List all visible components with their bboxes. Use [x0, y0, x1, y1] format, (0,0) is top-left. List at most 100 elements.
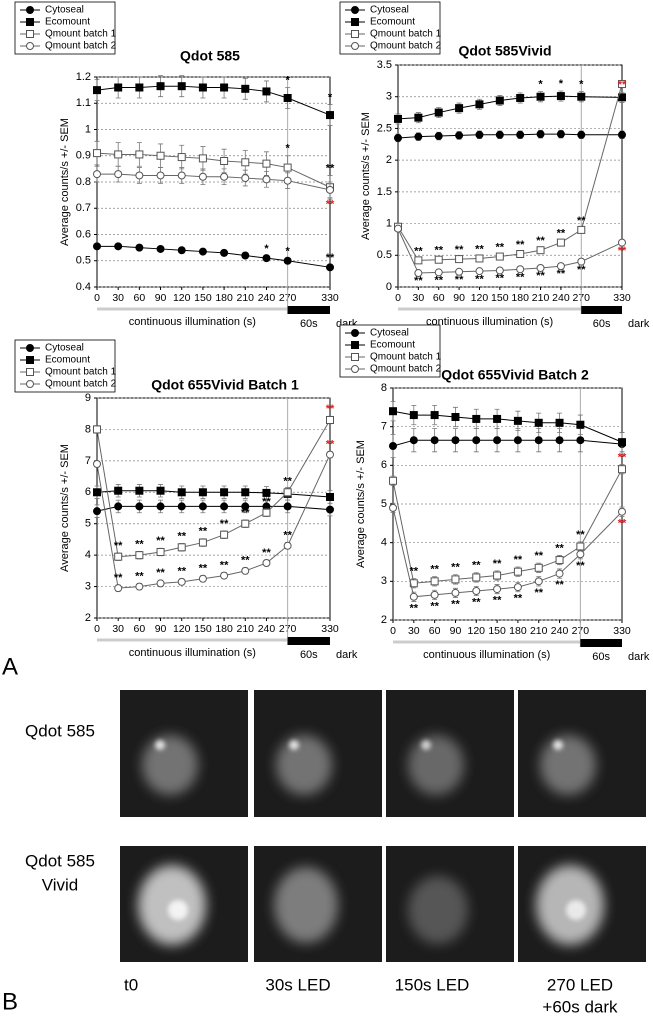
x-tick-label: 120 — [471, 292, 489, 304]
marker — [114, 502, 123, 511]
significance-label: * — [285, 246, 290, 258]
marker — [283, 541, 292, 550]
significance-label: ** — [496, 273, 505, 285]
marker — [198, 502, 207, 511]
marker — [93, 507, 101, 516]
marker — [93, 242, 101, 251]
marker — [156, 502, 165, 511]
x-tick-label: 180 — [509, 625, 527, 637]
marker — [283, 488, 292, 497]
legend-label: Qmount batch 1 — [370, 29, 442, 40]
y-tick-label: 1.5 — [377, 186, 392, 198]
significance-label: ** — [618, 517, 627, 529]
y-tick-label: 4 — [85, 549, 91, 561]
marker — [220, 172, 229, 181]
marker — [534, 563, 543, 572]
marker — [495, 252, 504, 261]
x-tick-label: 90 — [450, 625, 462, 637]
significance-label: ** — [114, 572, 123, 584]
marker — [220, 571, 229, 580]
legend-marker — [26, 368, 34, 376]
marker — [493, 436, 502, 445]
column-label: 270 LED — [547, 975, 613, 994]
legend-marker — [26, 42, 34, 50]
x-tick-label: 240 — [258, 623, 276, 635]
marker — [262, 508, 271, 517]
marker — [455, 255, 464, 264]
marker — [451, 436, 460, 445]
marker — [262, 254, 271, 263]
marker — [326, 450, 334, 459]
marker — [241, 566, 250, 575]
significance-label: ** — [241, 555, 250, 567]
significance-label: ** — [451, 598, 460, 610]
significance-label: ** — [414, 245, 423, 257]
y-tick-label: 2 — [381, 614, 387, 626]
legend-label: Qmount batch 2 — [45, 41, 117, 52]
marker — [472, 587, 481, 595]
dark-period-label: 60s — [300, 318, 318, 330]
significance-label: ** — [472, 597, 481, 609]
significance-label: ** — [262, 496, 271, 508]
marker — [576, 420, 585, 429]
significance-label: ** — [283, 475, 292, 487]
significance-label: ** — [618, 79, 627, 91]
significance-label: * — [328, 91, 333, 103]
x-tick-label: 60 — [134, 292, 146, 304]
x-tick-label: 180 — [215, 292, 233, 304]
marker — [513, 416, 522, 425]
micrographs — [120, 690, 646, 962]
x-tick-label: 150 — [488, 625, 506, 637]
marker — [326, 185, 334, 194]
marker — [177, 543, 186, 552]
y-tick-label: 8 — [381, 382, 387, 394]
marker — [198, 154, 207, 163]
marker — [455, 267, 464, 276]
legend-marker — [351, 353, 359, 361]
marker — [394, 133, 402, 142]
marker — [513, 436, 522, 445]
marker — [93, 488, 101, 497]
legend-label: Qmount batch 1 — [370, 352, 442, 363]
x-tick-label: 150 — [491, 292, 509, 304]
marker — [618, 507, 626, 516]
marker — [262, 159, 271, 168]
marker — [555, 569, 564, 578]
x-tick-label: 0 — [390, 625, 396, 637]
marker — [93, 86, 101, 95]
marker — [475, 130, 484, 139]
marker — [156, 486, 165, 495]
significance-label: ** — [326, 252, 335, 264]
x-tick-label: 330 — [321, 623, 339, 635]
marker — [577, 257, 586, 266]
marker — [114, 150, 123, 159]
dark-label: dark — [628, 318, 650, 330]
y-tick-label: 2.5 — [377, 122, 392, 134]
marker — [177, 502, 186, 511]
significance-label: ** — [156, 535, 165, 547]
x-tick-label: 150 — [194, 623, 212, 635]
y-tick-label: 0.5 — [76, 255, 91, 267]
marker — [451, 413, 460, 421]
legend-label: Ecomount — [370, 340, 415, 351]
y-tick-label: 0.9 — [76, 150, 91, 162]
significance-label: ** — [514, 554, 523, 566]
marker — [516, 130, 525, 139]
marker — [618, 130, 626, 139]
marker — [326, 416, 334, 424]
marker — [455, 131, 464, 140]
marker — [114, 170, 123, 179]
chart-title: Qdot 655Vivid Batch 1 — [151, 377, 299, 393]
marker — [135, 171, 144, 180]
x-tick-label: 60 — [429, 625, 441, 637]
marker — [389, 503, 397, 512]
legend-marker — [351, 365, 359, 373]
marker — [536, 130, 545, 139]
y-tick-label: 7 — [381, 421, 387, 433]
y-tick-label: 0 — [386, 281, 392, 293]
chart-title: Qdot 585 — [180, 48, 240, 64]
y-tick-label: 2 — [85, 612, 91, 624]
marker — [434, 255, 443, 264]
y-tick-label: 0.6 — [76, 228, 91, 240]
